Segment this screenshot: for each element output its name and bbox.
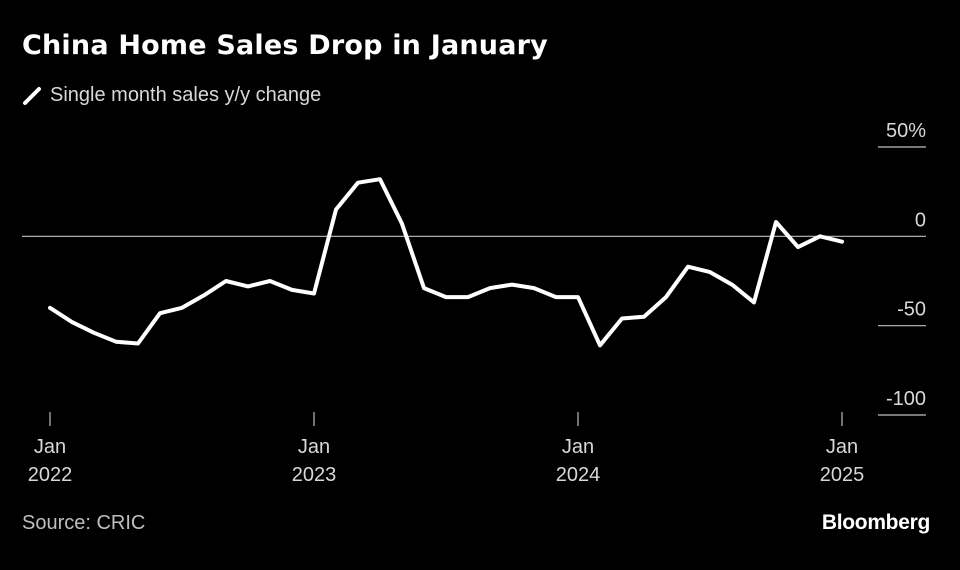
x-tick-year-label: 2024 <box>556 464 601 486</box>
x-tick-month-label: Jan <box>562 436 594 458</box>
series-line-home-sales <box>48 177 844 348</box>
x-tick-month-label: Jan <box>298 436 330 458</box>
legend-line-icon <box>23 86 41 105</box>
x-tick-year-label: 2023 <box>292 464 337 486</box>
chart-title: China Home Sales Drop in January <box>22 30 548 61</box>
x-tick-month-label: Jan <box>34 436 66 458</box>
bloomberg-logo: Bloomberg <box>821 511 930 534</box>
x-tick-month-label: Jan <box>826 436 858 458</box>
y-tick-label: -100 <box>886 388 926 410</box>
y-tick-label: 50% <box>886 120 926 142</box>
y-tick-label: 0 <box>915 209 926 231</box>
legend-label: Single month sales y/y change <box>50 84 322 106</box>
legend: Single month sales y/y change <box>22 84 321 107</box>
x-tick-year-label: 2022 <box>28 464 73 486</box>
x-tick-year-label: 2025 <box>820 464 865 486</box>
source-note: Source: CRIC <box>22 512 146 534</box>
y-tick-label: -50 <box>897 299 926 321</box>
